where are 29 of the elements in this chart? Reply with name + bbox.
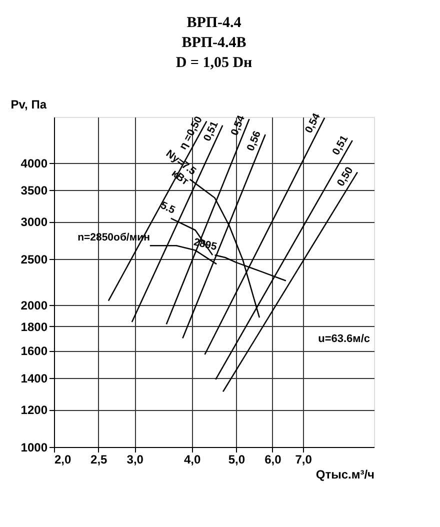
y-tick-label: 1400 xyxy=(20,372,48,386)
y-tick-label: 2500 xyxy=(20,252,48,267)
y-axis-title: Pv, Па xyxy=(10,98,47,112)
text: 2895 xyxy=(192,236,218,254)
y-tick-label: 2000 xyxy=(20,298,48,312)
y-tick-label: 1800 xyxy=(20,320,48,334)
y-tick-label: 3000 xyxy=(20,215,48,230)
text: 5.5 xyxy=(158,199,178,217)
text: 0,56 xyxy=(244,129,264,153)
x-tick-label: 2,5 xyxy=(90,452,108,466)
x-tick-label: 6,0 xyxy=(264,452,282,466)
x-tick-label: 7,0 xyxy=(295,452,312,466)
text: 0,54 xyxy=(228,114,248,138)
x-axis-title: Qтыс.м³/ч xyxy=(316,468,375,482)
text: ВРП-4.4В xyxy=(182,35,246,51)
x-tick-label: 2,0 xyxy=(54,452,72,466)
y-tick-label: 1200 xyxy=(20,403,48,418)
y-tick-label: 1600 xyxy=(20,344,48,358)
x-tick-label: 5,0 xyxy=(228,452,246,466)
y-tick-label: 3500 xyxy=(20,184,48,198)
y-tick-label: 1000 xyxy=(20,440,48,454)
annotation: u=63.6м/с xyxy=(318,332,370,345)
y-tick-label: 4000 xyxy=(20,156,48,170)
x-tick-label: 4,0 xyxy=(184,452,201,466)
x-tick-label: 3,0 xyxy=(126,452,144,466)
text: 0,51 xyxy=(330,133,351,158)
text: 0,54 xyxy=(302,111,323,136)
text: ВРП-4.4 xyxy=(186,15,242,31)
text: D = 1,05 Dн xyxy=(176,55,252,71)
